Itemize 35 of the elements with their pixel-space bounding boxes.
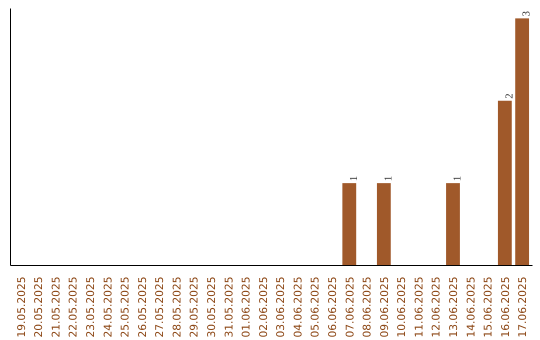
x-tick-label: 27.05.2025 [153,276,166,338]
x-tick-label: 28.05.2025 [170,276,184,338]
x-tick-label: 17.06.2025 [516,276,530,338]
x-tick-label: 12.06.2025 [430,276,443,338]
x-tick-label: 10.06.2025 [395,276,408,338]
data-label: 3 [522,11,533,16]
x-tick-label: 19.05.2025 [14,276,28,338]
x-tick-label: 05.06.2025 [308,276,322,338]
x-tick-label: 25.05.2025 [118,276,132,338]
data-label: 1 [383,176,394,182]
x-tick-label: 01.06.2025 [240,276,253,338]
x-tick-label: 13.06.2025 [446,276,460,338]
x-tick-label: 23.05.2025 [84,276,98,338]
x-tick-label: 30.05.2025 [205,276,218,338]
x-tick-label: 07.06.2025 [343,276,356,338]
x-tick-label: 08.06.2025 [360,276,374,338]
x-tick-label: 29.05.2025 [188,276,201,338]
x-tick-label: 04.06.2025 [291,276,304,338]
x-tick-label: 09.06.2025 [378,276,391,338]
x-tick-label: 31.05.2025 [222,276,236,338]
data-label: 1 [452,176,464,182]
x-tick-label: 26.05.2025 [136,276,149,338]
x-tick-label: 20.05.2025 [32,276,46,338]
x-tick-label: 11.06.2025 [412,276,426,338]
x-tick-label: 15.06.2025 [482,276,495,338]
x-tick-label: 24.05.2025 [101,276,114,338]
x-tick-label: 16.06.2025 [498,276,512,338]
x-tick-label: 06.06.2025 [326,276,339,338]
x-tick-label: 21.05.2025 [49,276,62,338]
data-label: 2 [504,93,516,99]
x-tick-label: 02.06.2025 [256,276,270,338]
x-tick-label: 03.06.2025 [274,276,288,338]
x-tick-label: 22.05.2025 [66,276,80,338]
data-label: 1 [348,176,360,182]
x-tick-label: 14.06.2025 [464,276,478,338]
